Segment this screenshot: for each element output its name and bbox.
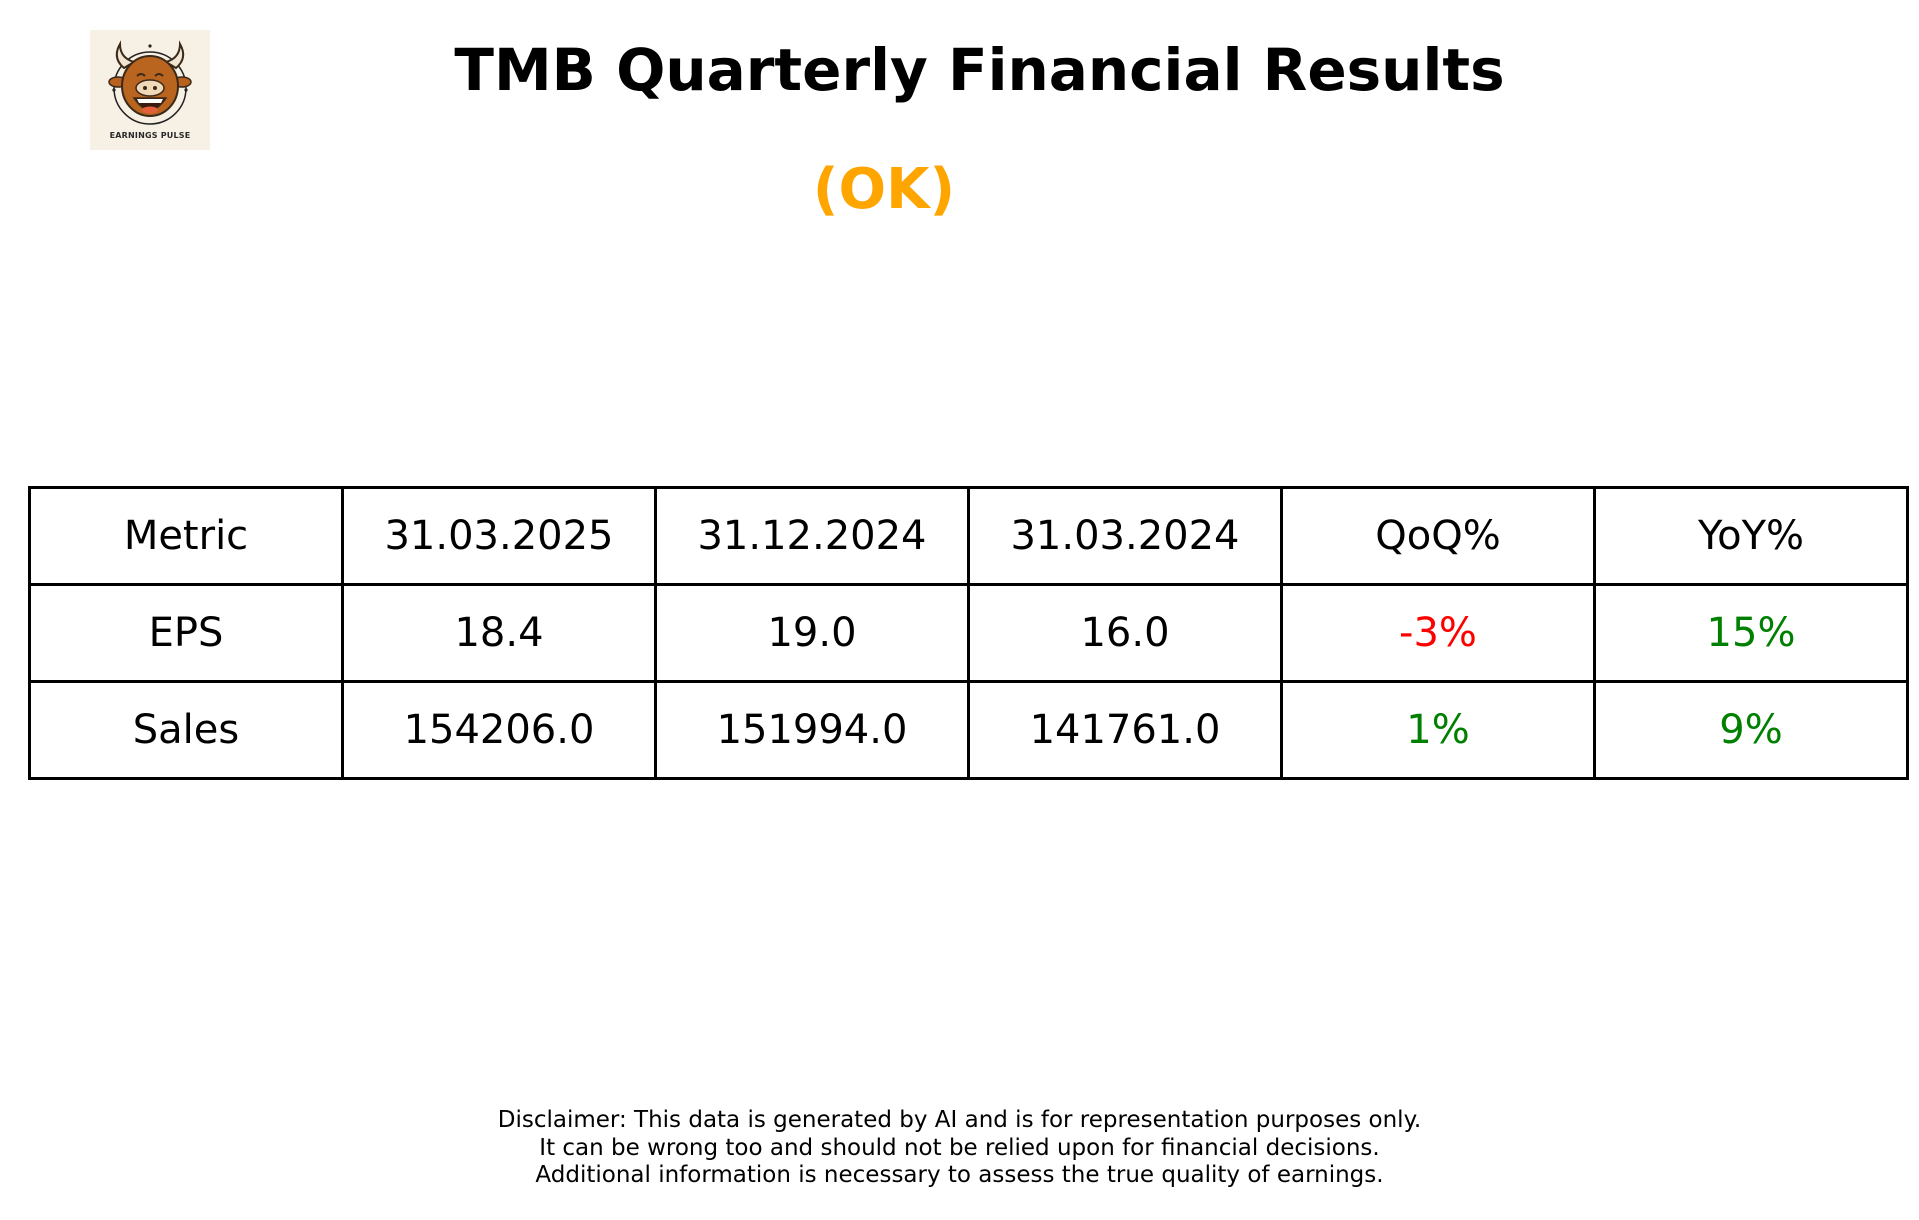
- disclaimer-line: Disclaimer: This data is generated by AI…: [497, 1107, 1422, 1133]
- status-badge: (OK): [812, 157, 956, 222]
- header-period-2: 31.12.2024: [654, 486, 970, 586]
- page-title: TMB Quarterly Financial Results: [454, 36, 1505, 104]
- table-row: EPS 18.4 19.0 16.0 -3% 15%: [28, 583, 1909, 683]
- disclaimer-line: Additional information is necessary to a…: [535, 1162, 1384, 1188]
- yoy-change: 15%: [1593, 583, 1909, 683]
- header-qoq: QoQ%: [1280, 486, 1596, 586]
- metric-name: Sales: [28, 680, 344, 780]
- header-period-3: 31.03.2024: [967, 486, 1283, 586]
- logo-text: EARNINGS PULSE: [109, 131, 191, 140]
- header-period-1: 31.03.2025: [341, 486, 657, 586]
- earnings-pulse-logo: EARNINGS PULSE: [90, 30, 210, 150]
- bull-mascot-icon: [108, 40, 192, 125]
- metric-value: 151994.0: [654, 680, 970, 780]
- table-row: Sales 154206.0 151994.0 141761.0 1% 9%: [28, 680, 1909, 780]
- metric-value: 141761.0: [967, 680, 1283, 780]
- qoq-change: 1%: [1280, 680, 1596, 780]
- yoy-change: 9%: [1593, 680, 1909, 780]
- disclaimer-line: It can be wrong too and should not be re…: [539, 1134, 1380, 1161]
- metric-value: 16.0: [967, 583, 1283, 683]
- metric-value: 18.4: [341, 583, 657, 683]
- disclaimer: Disclaimer: This data is generated by AI…: [0, 1107, 1919, 1190]
- header-yoy: YoY%: [1593, 486, 1909, 586]
- metric-value: 154206.0: [341, 680, 657, 780]
- results-table: Metric 31.03.2025 31.12.2024 31.03.2024 …: [28, 486, 1909, 780]
- metric-value: 19.0: [654, 583, 970, 683]
- header-metric: Metric: [28, 486, 344, 586]
- qoq-change: -3%: [1280, 583, 1596, 683]
- metric-name: EPS: [28, 583, 344, 683]
- table-header-row: Metric 31.03.2025 31.12.2024 31.03.2024 …: [28, 486, 1909, 586]
